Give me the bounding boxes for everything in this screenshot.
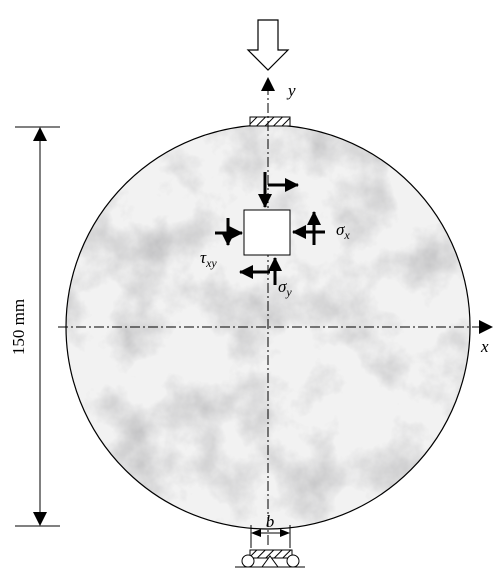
diagram: y x 150 mm b σx σy τxy xyxy=(0,0,495,569)
b-label: b xyxy=(266,512,275,531)
page: {"labels": {"y_axis": "y", "x_axis": "x"… xyxy=(0,0,495,569)
diameter-label: 150 mm xyxy=(9,299,28,355)
load-arrow xyxy=(248,20,288,70)
y-label: y xyxy=(286,81,296,100)
x-label: x xyxy=(480,337,489,356)
stress-element xyxy=(244,210,290,255)
rollers xyxy=(235,555,305,567)
top-platen xyxy=(250,117,290,126)
